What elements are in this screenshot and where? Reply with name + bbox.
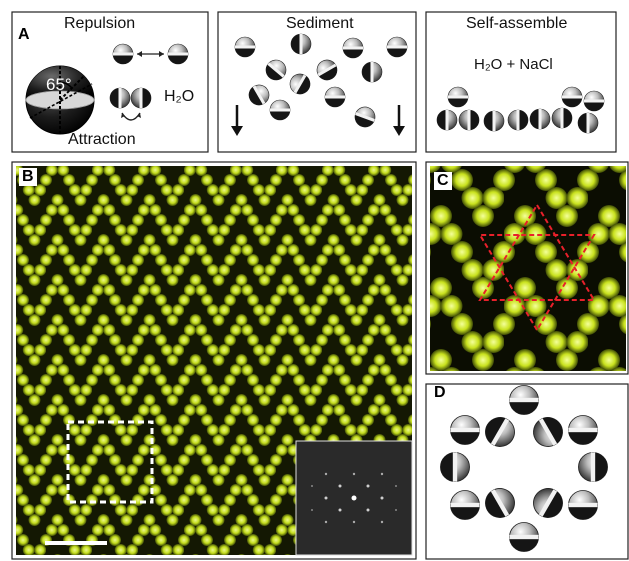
scale-bar [45,541,107,545]
panel-a-sediment-box [217,11,417,153]
panel-letter-b: B [19,168,37,186]
panel-letter-d: D [434,384,446,401]
sediment-arrows [231,105,405,136]
attraction-pair [109,87,152,121]
solvent-salt-label: H₂O + NaCl [474,56,553,73]
angle-label: 65° [46,75,72,94]
solvent-label-a: H₂O [164,88,195,105]
janus-sphere-diagram [25,65,95,135]
zoom-region-box [66,420,154,504]
panel-c-micrograph [430,166,626,371]
sediment-title: Sediment [286,15,354,32]
panel-letter-a: A [18,26,30,43]
star-of-david-overlay [478,203,596,332]
repulsion-label: Repulsion [64,15,136,32]
panel-letter-c: C [434,172,452,190]
fft-inset [295,440,413,556]
selfassemble-title: Self-assemble [466,15,568,32]
attraction-label: Attraction [68,131,136,148]
repulsion-pair [112,43,189,65]
